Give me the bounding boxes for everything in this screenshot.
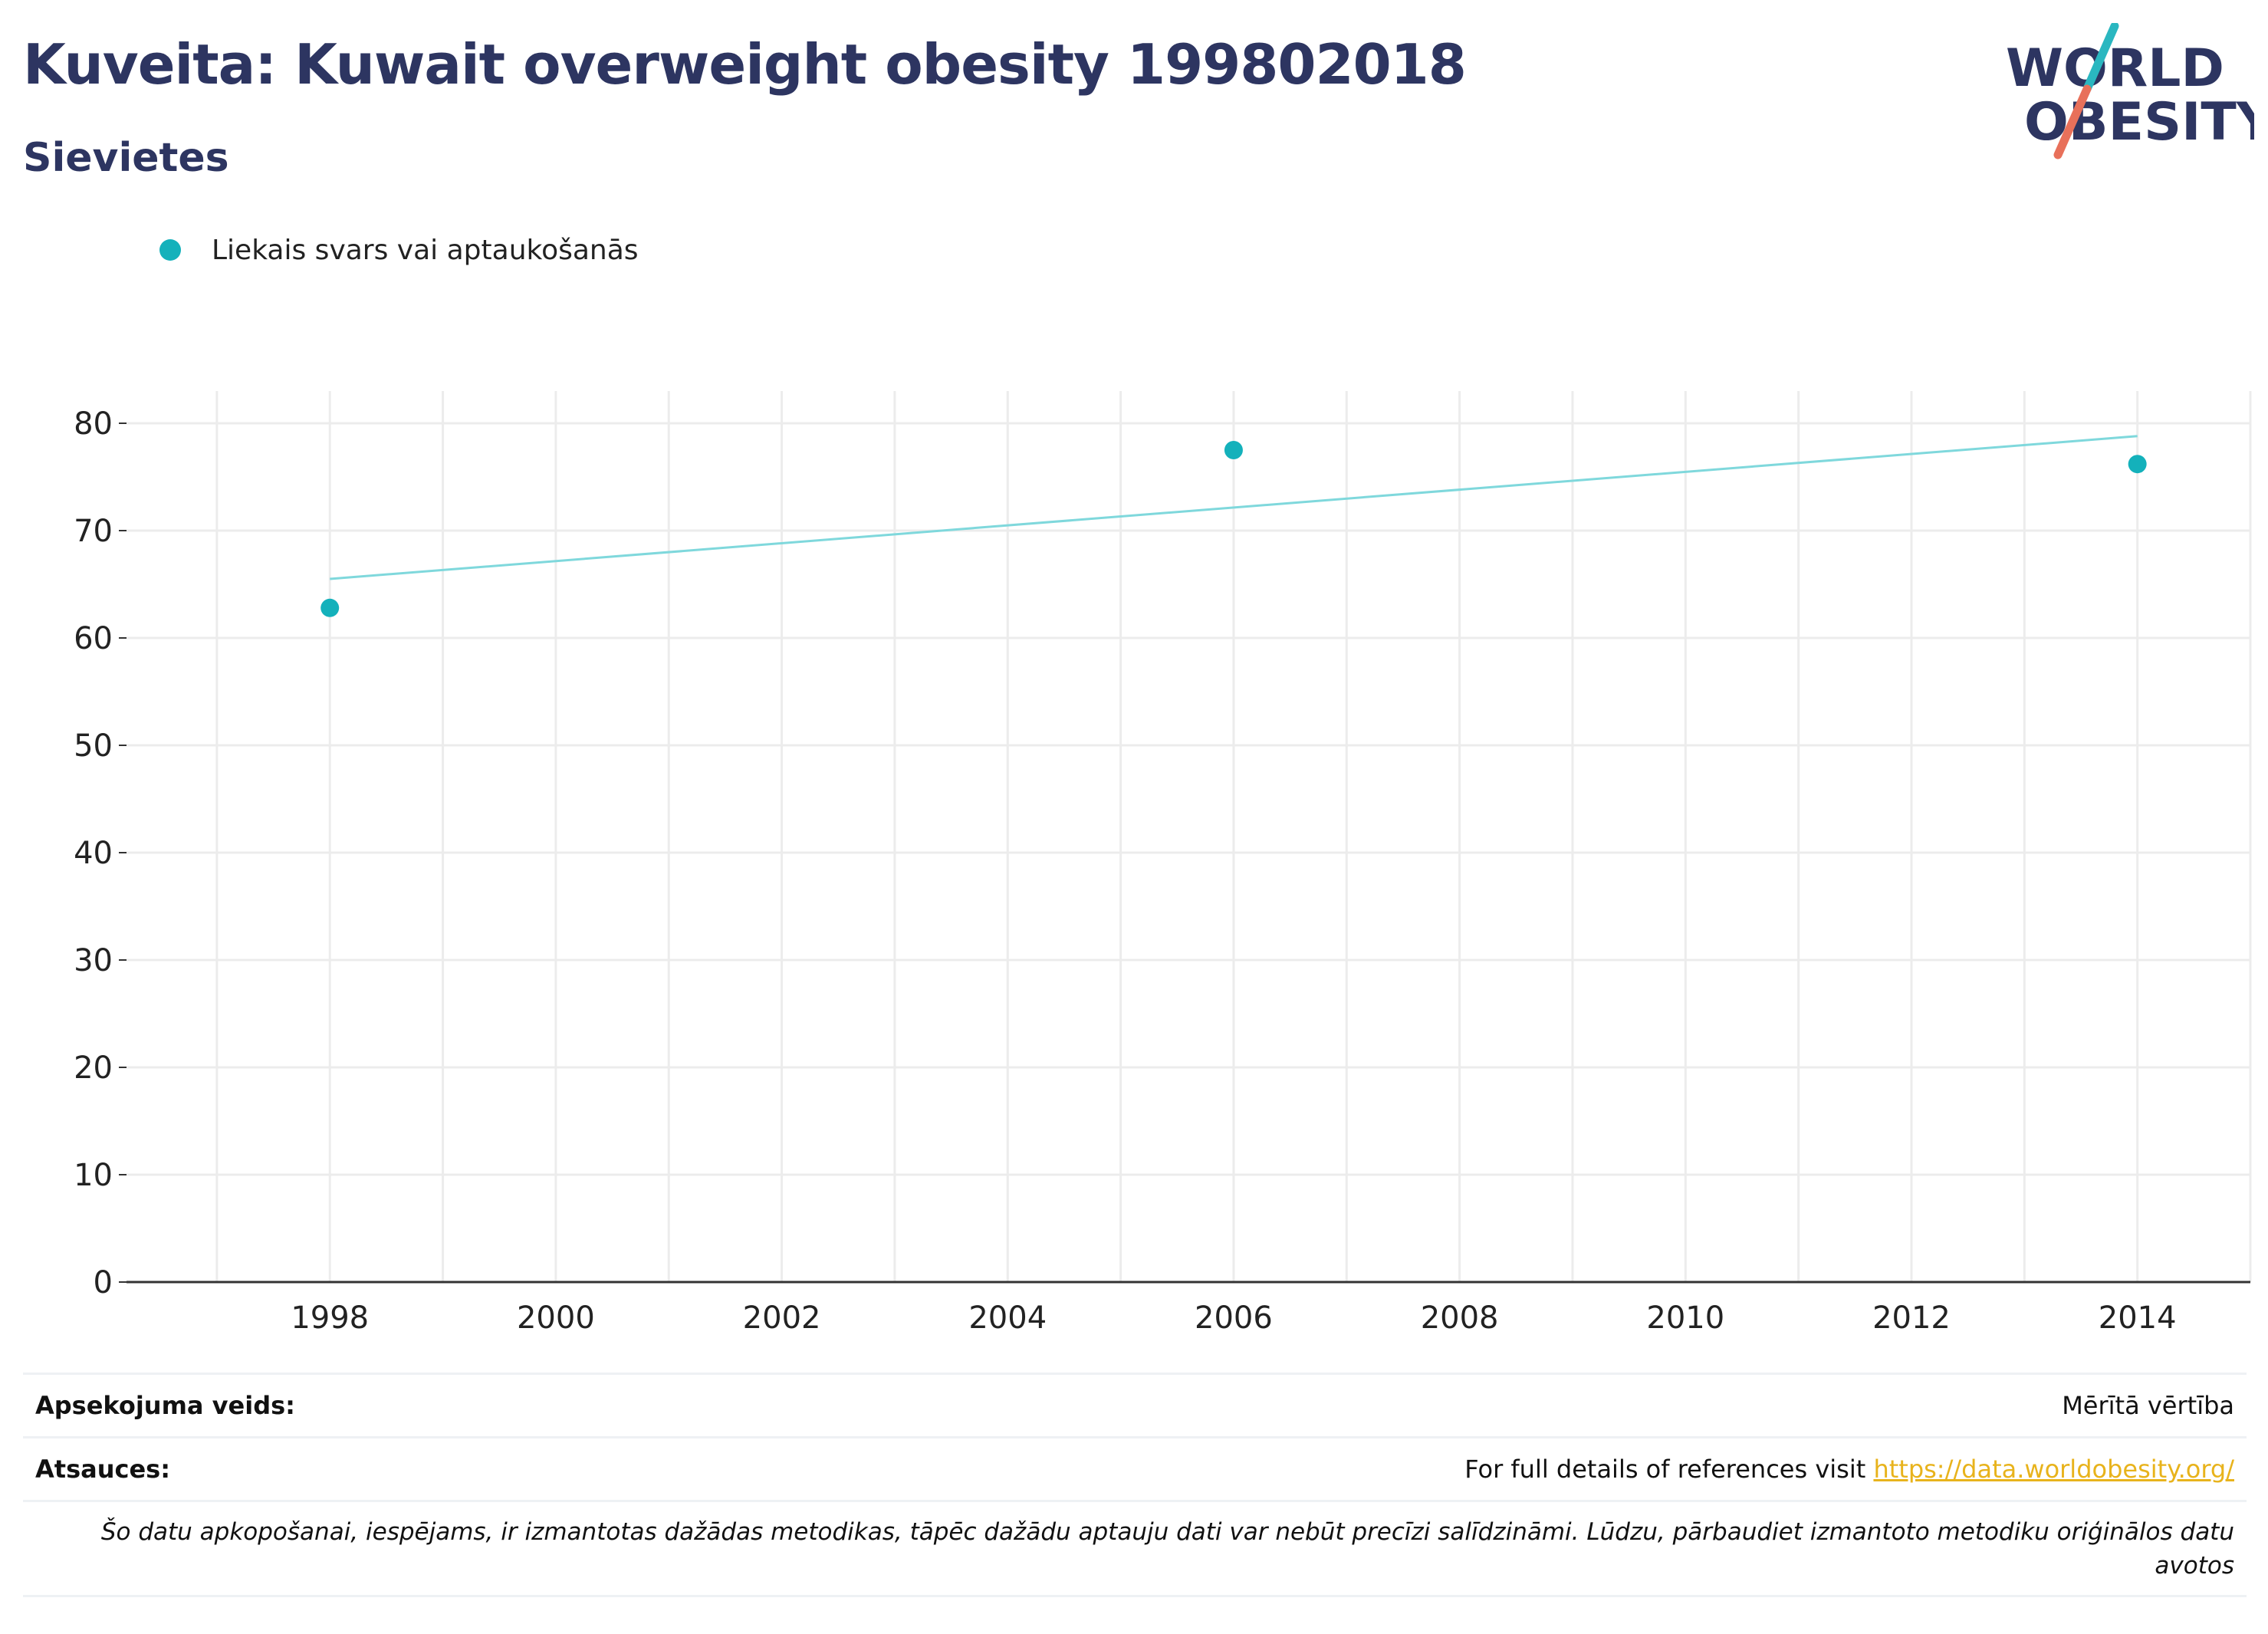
disclaimer-row: Šo datu apkopošanai, iespējams, ir izman… xyxy=(23,1500,2247,1595)
data-point xyxy=(2128,455,2147,474)
x-tick-label: 2002 xyxy=(743,1300,821,1336)
x-tick-label: 2004 xyxy=(968,1300,1047,1336)
references-value: For full details of references visit htt… xyxy=(1464,1455,2234,1484)
data-point xyxy=(320,598,340,617)
data-point xyxy=(1224,441,1243,459)
y-tick-label: 40 xyxy=(74,836,113,871)
survey-type-row: Apsekojuma veids: Mērītā vērtība xyxy=(23,1373,2247,1436)
trendline xyxy=(330,435,2138,580)
data-points xyxy=(320,441,2147,617)
info-table: Apsekojuma veids: Mērītā vērtība Atsauce… xyxy=(23,1373,2247,1597)
world-obesity-logo: WORLD OBESITY xyxy=(2006,23,2254,159)
x-tick-label: 2012 xyxy=(1872,1300,1951,1336)
y-tick-label: 70 xyxy=(74,514,113,549)
table-bottom-divider xyxy=(23,1595,2247,1597)
tick-labels: 0 10 20 30 40 50 60 70 80 1998 2000 2002 2004 2006 200… xyxy=(74,406,2176,1336)
references-row: Atsauces: For full details of references… xyxy=(23,1436,2247,1500)
y-tick-label: 60 xyxy=(74,621,113,656)
x-tick-label: 2006 xyxy=(1195,1300,1273,1336)
x-tick-label: 2000 xyxy=(517,1300,595,1336)
y-tick-label: 20 xyxy=(74,1050,113,1086)
y-tick-label: 30 xyxy=(74,943,113,978)
x-tick-label: 1998 xyxy=(291,1300,369,1336)
y-tick-label: 0 xyxy=(94,1265,113,1300)
survey-type-label: Apsekojuma veids: xyxy=(35,1391,295,1420)
grid-lines xyxy=(127,391,2252,1282)
chart-legend: Liekais svars vai aptaukošanās xyxy=(159,230,639,270)
page-subtitle: Sievietes xyxy=(23,135,229,181)
x-tick-label: 2008 xyxy=(1421,1300,1499,1336)
trendline-layer xyxy=(330,435,2138,580)
y-tick-label: 80 xyxy=(74,406,113,442)
legend-marker xyxy=(159,239,181,261)
y-tick-label: 50 xyxy=(74,728,113,764)
logo-slash-bottom xyxy=(2053,84,2092,159)
references-label: Atsauces: xyxy=(35,1455,170,1484)
y-tick-label: 10 xyxy=(74,1158,113,1193)
axes xyxy=(119,422,2250,1284)
logo-slash-top xyxy=(2082,23,2119,94)
x-tick-label: 2010 xyxy=(1646,1300,1724,1336)
legend-label: Liekais svars vai aptaukošanās xyxy=(212,234,639,266)
survey-type-value: Mērītā vērtība xyxy=(2062,1391,2234,1420)
references-link[interactable]: https://data.worldobesity.org/ xyxy=(1873,1455,2234,1484)
scatter-chart: 0 10 20 30 40 50 60 70 80 1998 2000 2002 2004 2006 200… xyxy=(74,391,2252,1336)
logo-text-world: WORLD xyxy=(2006,38,2224,99)
references-text: For full details of references visit xyxy=(1464,1455,1866,1484)
x-tick-label: 2014 xyxy=(2099,1300,2177,1336)
page-title: Kuveita: Kuwait overweight obesity 19980… xyxy=(23,32,1467,97)
disclaimer-text: Šo datu apkopošanai, iespējams, ir izman… xyxy=(100,1517,2234,1580)
